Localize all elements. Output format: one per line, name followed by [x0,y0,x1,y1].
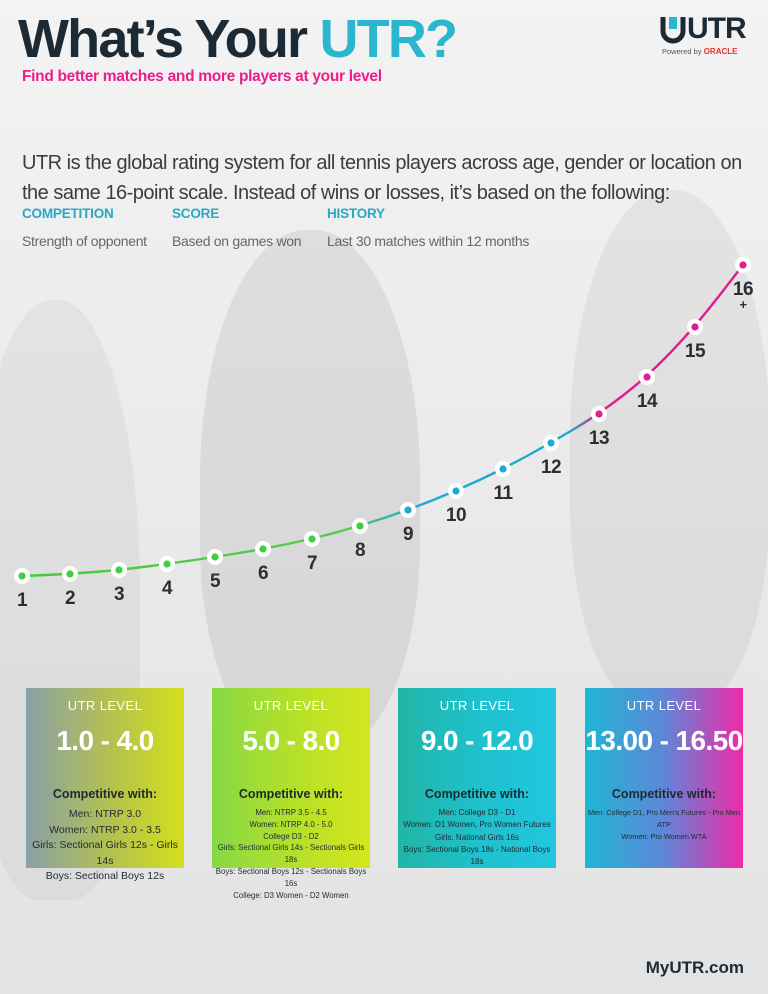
scale-dot-icon [259,545,267,553]
card-line: Girls: National Girls 16s [434,832,520,842]
scale-dot-icon [452,487,460,495]
card-line: Women: Pro Women WTA [621,832,707,841]
scale-level-label: 11 [493,483,513,504]
scale-level-label: 16 + [732,279,754,312]
card-lines: Men: NTRP 3.5 - 4.5 Women: NTRP 4.0 - 5.… [212,807,370,901]
factor-description: Last 30 matches within 12 months [327,233,530,249]
card-range: 9.0 - 12.0 [420,725,534,756]
scale-top-suffix: + [739,297,747,312]
intro-text: UTR is the global rating system for all … [22,152,742,204]
factor-description: Strength of opponent [22,233,147,249]
powered-by: Powered by ORACLE [662,47,737,56]
scale-dot-icon [547,439,555,447]
scale-level-label: 14 [636,391,658,412]
card-range: 13.00 - 16.50 [585,725,743,756]
card-heading: UTR LEVEL [439,698,515,713]
factor-heading: SCORE [172,206,220,221]
level-card-1: UTR LEVEL 1.0 - 4.0 Competitive with: Me… [26,688,184,882]
level-card-4: UTR LEVEL 13.00 - 16.50 Competitive with… [585,688,743,868]
scale-level-label: 6 [257,563,269,584]
scale-line [21,264,744,578]
scale-dot-icon [404,506,412,514]
card-line: Girls: Sectional Girls 14s - Sectionals … [217,843,365,865]
utr-logo: UTR Powered by ORACLE [660,12,756,60]
card-lines: Men: NTRP 3.0 Women: NTRP 3.0 - 3.5 Girl… [26,807,184,885]
card-heading: UTR LEVEL [253,698,329,713]
scale-level-label: 13 [588,428,610,449]
title-accent: UTR? [319,9,458,69]
title-prefix: What’s Your [18,9,320,69]
scale-level-label: 4 [161,578,173,599]
card-line: Women: NTRP 3.0 - 3.5 [49,823,161,836]
scale-dot-icon [163,560,171,568]
card-lines: Men: College D1, Pro Men’s Futures - Pro… [585,807,743,843]
card-line: Boys: Sectional Boys 18s - National Boys… [403,844,551,867]
card-line: Men: College D3 - D1 [438,808,516,817]
scale-level-label: 9 [402,524,414,545]
factor-heading: HISTORY [327,206,385,221]
scale-dot-icon [18,572,26,580]
scale-level-label: 1 [16,590,28,611]
scale-level-label: 12 [540,457,562,478]
page-title: What’s Your UTR? [18,6,458,72]
card-line: Men: NTRP 3.5 - 4.5 [255,808,327,817]
powered-by-label: Powered by [662,47,702,56]
card-lines: Men: College D3 - D1 Women: D1 Women, Pr… [398,807,556,868]
partner-name: ORACLE [703,47,738,56]
scale-level-label: 2 [64,588,76,609]
level-card-3: UTR LEVEL 9.0 - 12.0 Competitive with: M… [398,688,556,868]
card-line: Men: NTRP 3.0 [68,808,142,820]
factor-competition: COMPETITION Strength of opponent [22,206,147,249]
scale-level-label: 15 [684,341,706,362]
scale-dot-icon [499,465,507,473]
card-range: 5.0 - 8.0 [242,725,340,756]
scale-dot-icon [66,570,74,578]
card-range: 1.0 - 4.0 [56,725,154,756]
factor-history: HISTORY Last 30 matches within 12 months [327,206,529,249]
card-line: Women: NTRP 4.0 - 5.0 [249,819,333,829]
scale-level-label: 3 [113,584,125,605]
scale-dot-icon [308,535,316,543]
card-line: College: D3 Women - D2 Women [233,890,349,900]
player-silhouette-center [200,230,420,750]
card-competitive-label: Competitive with: [52,787,158,801]
card-line: College D3 - D2 [263,831,319,841]
card-line: Boys: Sectional Boys 12s - Sectionals Bo… [215,866,367,888]
card-line: Men: College D1, Pro Men’s Futures - Pro… [588,808,740,829]
scale-level-label: 8 [354,540,366,561]
card-competitive-label: Competitive with: [611,787,717,801]
factor-score: SCORE Based on games won [172,206,302,249]
card-line: Boys: Sectional Boys 12s [45,870,165,882]
scale-dot-icon [643,373,651,381]
scale-dot-icon [595,410,603,418]
factor-description: Based on games won [172,233,302,249]
card-competitive-label: Competitive with: [238,787,344,801]
factor-heading: COMPETITION [22,206,114,221]
scale-dot-icon [356,522,364,530]
utr-logo-text: UTR [687,12,747,45]
scale-level-label: 7 [306,553,318,574]
card-line: Women: D1 Women, Pro Women Futures [403,820,551,830]
scale-dot-icon [739,261,747,269]
scale-level-label: 5 [209,571,221,592]
scale-level-label: 10 [445,505,467,526]
card-heading: UTR LEVEL [67,698,143,713]
card-competitive-label: Competitive with: [424,787,530,801]
scale-dot-icon [211,553,219,561]
scale-dot-icon [691,323,699,331]
scale-dot-icon [115,566,123,574]
utr-logo-icon [660,17,686,44]
card-heading: UTR LEVEL [626,698,702,713]
level-card-2: UTR LEVEL 5.0 - 8.0 Competitive with: Me… [212,688,370,900]
scale-dots [14,257,751,584]
page-subtitle: Find better matches and more players at … [22,68,382,85]
card-line: Girls: Sectional Girls 12s - Girls 14s [32,839,178,867]
footer-site-link[interactable]: MyUTR.com [645,958,744,977]
